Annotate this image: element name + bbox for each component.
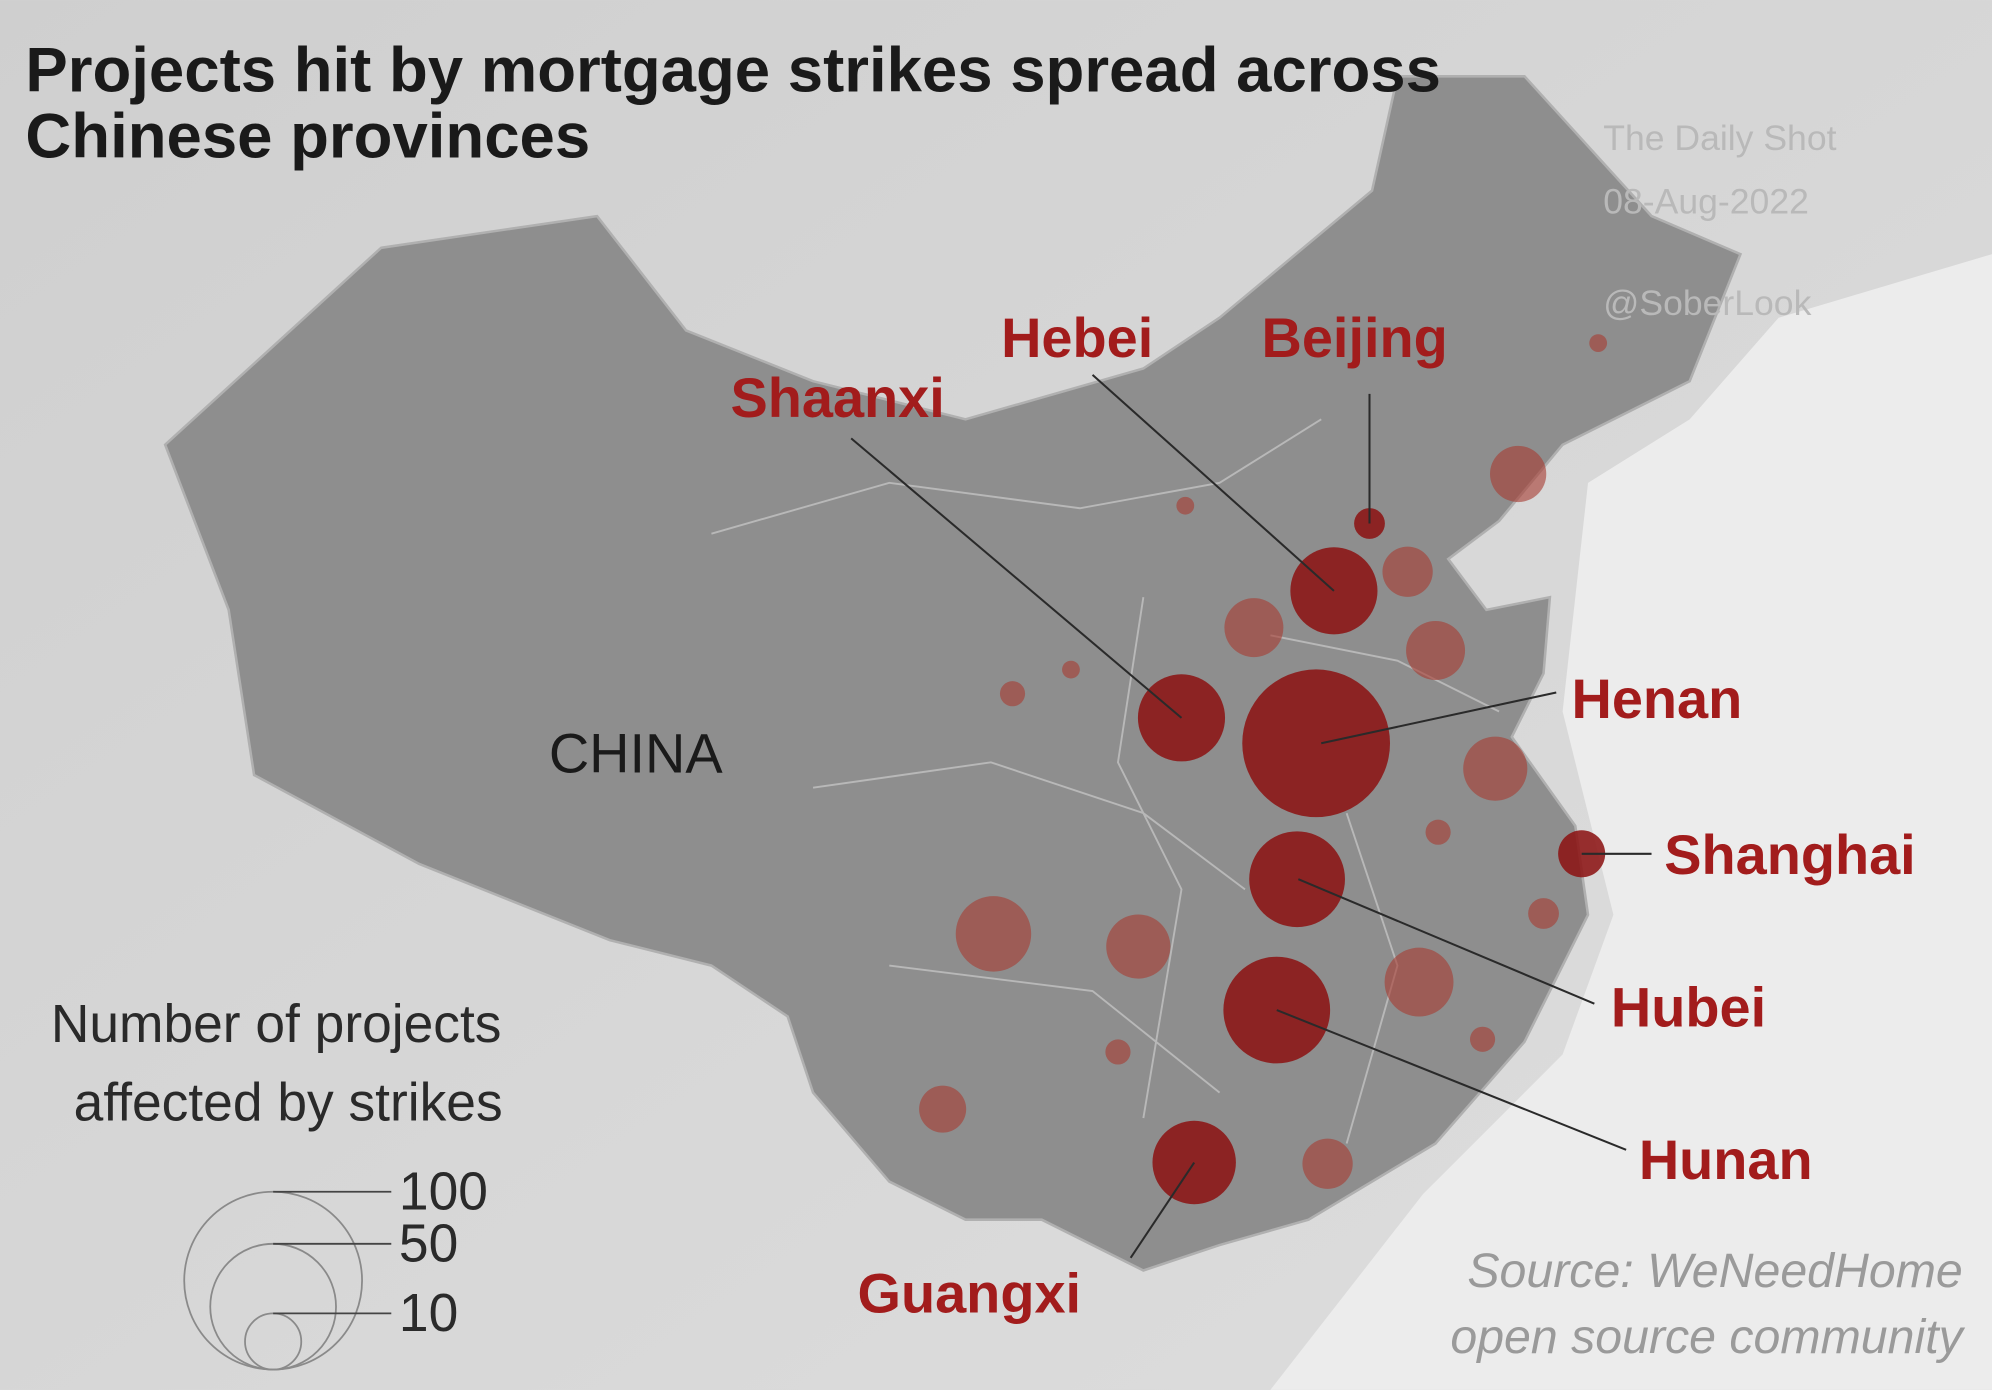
bubble — [1105, 1039, 1131, 1065]
province-label: Guangxi — [858, 1261, 1082, 1324]
leader-line — [1276, 1009, 1627, 1151]
bubble — [1176, 496, 1195, 515]
watermark: @SoberLook — [1603, 283, 1811, 323]
watermark: The Daily Shot — [1603, 118, 1836, 158]
bubble — [1249, 831, 1345, 928]
leader-line — [1129, 1161, 1196, 1259]
bubble — [1589, 334, 1608, 352]
province-label: Shaanxi — [730, 366, 944, 429]
legend-label: 50 — [399, 1215, 458, 1274]
bubble — [1490, 445, 1547, 503]
bubble — [1224, 598, 1284, 658]
leader-line — [1321, 691, 1557, 745]
bubble — [1302, 1138, 1353, 1189]
province-label: Henan — [1571, 667, 1742, 730]
bubble — [1106, 914, 1171, 979]
china-shape — [163, 75, 1743, 1272]
sea — [1270, 254, 1992, 1390]
legend-title: affected by strikes — [74, 1074, 503, 1133]
bubble — [1062, 660, 1080, 679]
province-label: Hunan — [1639, 1128, 1813, 1191]
source: Source: WeNeedHome — [1467, 1244, 1962, 1298]
bubble — [1463, 736, 1528, 801]
bubble — [1469, 1026, 1496, 1052]
province-label: Shanghai — [1664, 823, 1915, 886]
bubble — [955, 896, 1032, 972]
bubble — [999, 681, 1026, 707]
bubble — [1528, 898, 1559, 929]
bubble — [1384, 947, 1454, 1017]
province-label: Hebei — [1001, 306, 1153, 369]
bubble — [919, 1085, 967, 1133]
leader-line — [1091, 374, 1335, 592]
province-label: Hubei — [1611, 976, 1766, 1039]
leader-line — [1297, 878, 1595, 1005]
watermark: 08-Aug-2022 — [1603, 182, 1809, 222]
source: open source community — [1450, 1310, 1965, 1364]
legend-label: 100 — [399, 1163, 488, 1222]
legend-label: 10 — [399, 1284, 458, 1343]
country-label: CHINA — [549, 721, 724, 784]
bubble — [1382, 546, 1433, 597]
bubble — [1406, 621, 1466, 681]
title: Chinese provinces — [25, 101, 590, 172]
legend-title: Number of projects — [51, 995, 502, 1054]
province-borders — [711, 418, 1500, 1144]
overlay: Projects hit by mortgage strikes spread … — [25, 35, 1966, 1371]
leader-line — [850, 437, 1183, 719]
bubble — [1425, 819, 1451, 845]
title: Projects hit by mortgage strikes spread … — [25, 35, 1441, 106]
bubble — [1242, 669, 1391, 818]
province-label: Beijing — [1262, 306, 1448, 369]
